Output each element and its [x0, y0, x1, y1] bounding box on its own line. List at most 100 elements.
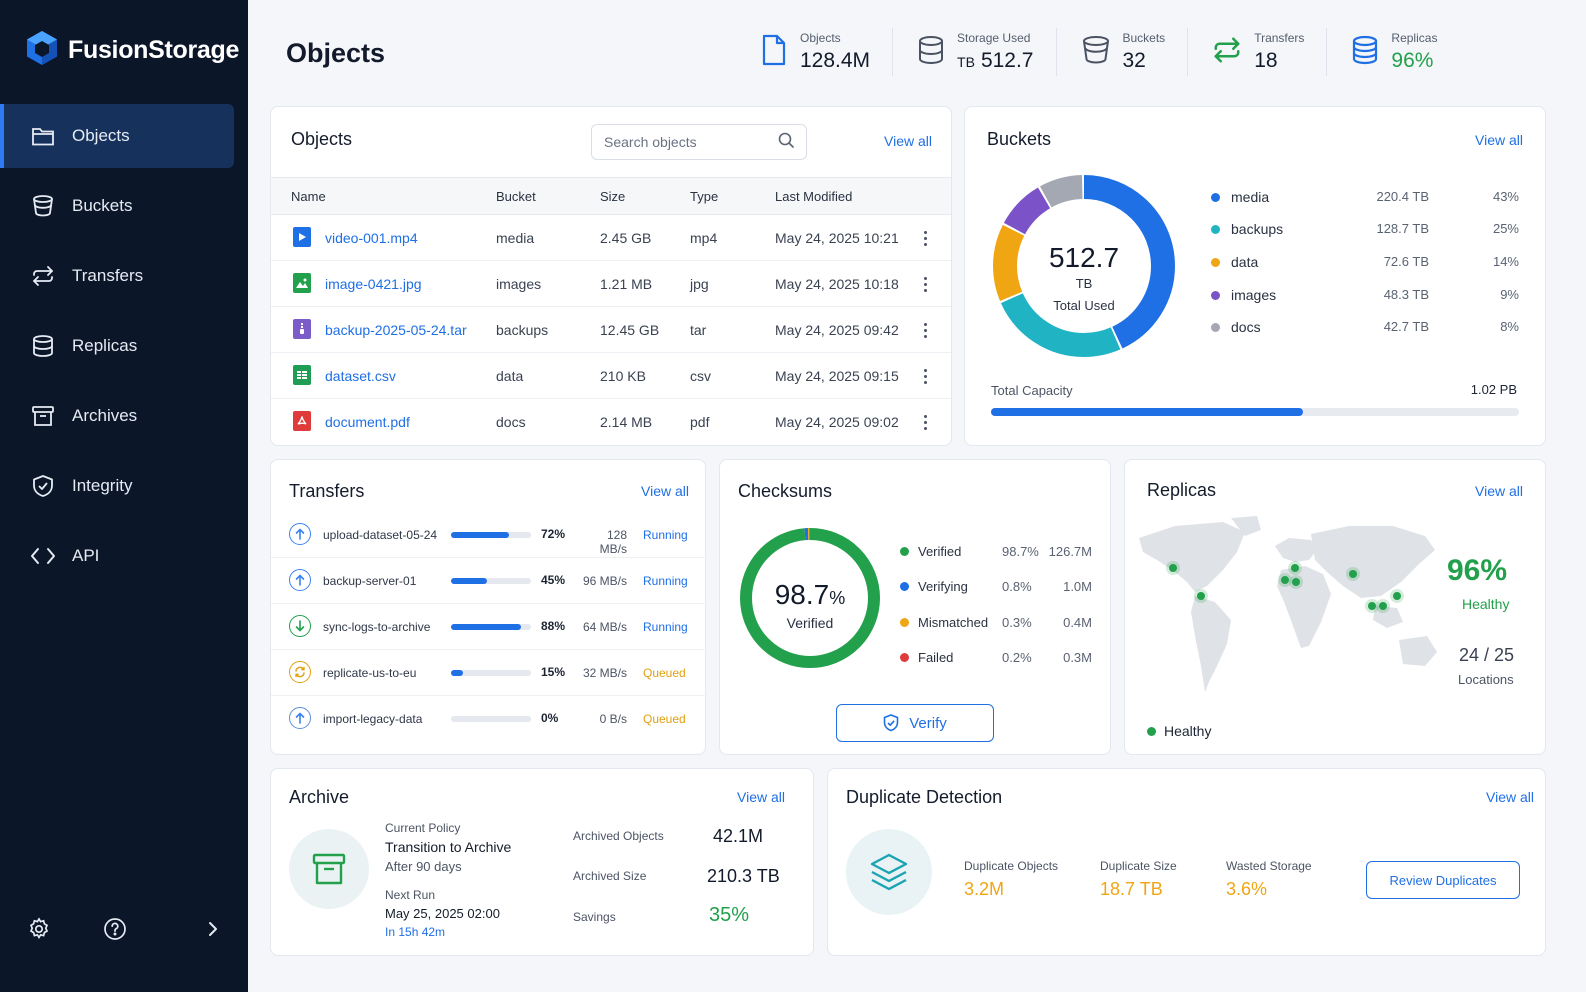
image-file-icon: [293, 273, 311, 293]
search-box[interactable]: [591, 124, 807, 160]
replica-locations-label: Locations: [1458, 672, 1514, 687]
replicas-view-all-link[interactable]: View all: [1475, 483, 1523, 499]
code-icon: [30, 543, 56, 569]
donut-total-label: Total Used: [1053, 298, 1114, 313]
table-row[interactable]: video-001.mp4 media 2.45 GB mp4 May 24, …: [271, 215, 952, 261]
transfer-row[interactable]: replicate-us-to-eu 15% 32 MB/s Queued: [271, 650, 707, 696]
map-pin[interactable]: [1379, 602, 1387, 610]
sidebar-item-api[interactable]: API: [0, 524, 248, 588]
column-header-last-modified[interactable]: Last Modified: [775, 189, 852, 204]
search-input[interactable]: [604, 134, 764, 150]
file-name-link[interactable]: image-0421.jpg: [325, 276, 422, 292]
world-map[interactable]: [1135, 516, 1443, 702]
file-name-link[interactable]: document.pdf: [325, 414, 410, 430]
table-row[interactable]: backup-2025-05-24.tar backups 12.45 GB t…: [271, 307, 952, 353]
card-title: Checksums: [738, 481, 832, 502]
upload-icon: [289, 707, 311, 729]
review-duplicates-button[interactable]: Review Duplicates: [1366, 861, 1520, 899]
legend-item: data 72.6 TB 14%: [1209, 253, 1521, 273]
objects-view-all-link[interactable]: View all: [884, 133, 932, 149]
file-bucket: backups: [496, 322, 548, 338]
sidebar-item-transfers[interactable]: Transfers: [0, 244, 248, 308]
checksum-count: 0.4M: [1063, 615, 1092, 630]
column-header-size[interactable]: Size: [600, 189, 625, 204]
map-pin[interactable]: [1292, 578, 1300, 586]
more-options-icon[interactable]: [917, 365, 933, 387]
legend-name: docs: [1231, 319, 1261, 335]
transfer-row[interactable]: upload-dataset-05-24 72% 128 MB/s Runnin…: [271, 512, 707, 558]
map-pin[interactable]: [1197, 592, 1205, 600]
map-pin[interactable]: [1349, 570, 1357, 578]
transfer-pct: 0%: [541, 711, 558, 725]
sidebar-item-integrity[interactable]: Integrity: [0, 454, 248, 518]
replica-health-label: Healthy: [1462, 596, 1509, 612]
card-title: Transfers: [289, 481, 364, 502]
settings-icon[interactable]: [26, 916, 52, 942]
legend-name: images: [1231, 287, 1276, 303]
archive-view-all-link[interactable]: View all: [737, 789, 785, 805]
upload-icon: [289, 569, 311, 591]
stat-transfers: Transfers 18: [1212, 28, 1327, 76]
transfer-progress-fill: [451, 532, 509, 538]
sidebar-item-objects[interactable]: Objects: [0, 104, 234, 168]
sidebar-item-archives[interactable]: Archives: [0, 384, 248, 448]
database-icon: [917, 35, 945, 70]
transfer-row[interactable]: backup-server-01 45% 96 MB/s Running: [271, 558, 707, 604]
transfers-view-all-link[interactable]: View all: [641, 483, 689, 499]
checksum-state: Failed: [918, 650, 953, 665]
file-modified: May 24, 2025 09:42: [775, 322, 899, 338]
chevron-right-icon[interactable]: [200, 916, 226, 942]
legend-dot: [900, 582, 909, 591]
file-name-link[interactable]: video-001.mp4: [325, 230, 418, 246]
checksum-count: 126.7M: [1049, 544, 1092, 559]
more-options-icon[interactable]: [917, 411, 933, 433]
archive-stat-value: 42.1M: [713, 826, 763, 847]
column-header-name[interactable]: Name: [291, 189, 326, 204]
more-options-icon[interactable]: [917, 273, 933, 295]
table-row[interactable]: document.pdf docs 2.14 MB pdf May 24, 20…: [271, 399, 952, 445]
map-pin[interactable]: [1281, 576, 1289, 584]
column-header-bucket[interactable]: Bucket: [496, 189, 536, 204]
transfer-progress-fill: [451, 578, 487, 584]
sidebar-item-replicas[interactable]: Replicas: [0, 314, 248, 378]
map-pin[interactable]: [1291, 564, 1299, 572]
transfer-progress-bar: [451, 578, 531, 584]
file-type: pdf: [690, 414, 709, 430]
map-pin[interactable]: [1393, 592, 1401, 600]
help-icon[interactable]: [102, 916, 128, 942]
capacity-label: Total Capacity: [991, 383, 1073, 398]
checksum-legend-item: Mismatched 0.3% 0.4M: [896, 613, 1096, 633]
brand[interactable]: FusionStorage: [26, 30, 239, 71]
verify-button[interactable]: Verify: [836, 704, 994, 742]
table-header: Name Bucket Size Type Last Modified: [271, 177, 952, 215]
map-pin[interactable]: [1169, 564, 1177, 572]
checksum-ring-chart: 98.7% Verified: [736, 524, 884, 672]
file-modified: May 24, 2025 09:15: [775, 368, 899, 384]
header-stats: Objects 128.4M Storage Used TB 512.7 Buck…: [760, 28, 1459, 76]
stat-storage-used: Storage Used TB 512.7: [917, 28, 1056, 76]
column-header-type[interactable]: Type: [690, 189, 718, 204]
table-row[interactable]: dataset.csv data 210 KB csv May 24, 2025…: [271, 353, 952, 399]
more-options-icon[interactable]: [917, 319, 933, 341]
folder-icon: [30, 123, 56, 149]
sidebar-item-label: Integrity: [72, 476, 132, 496]
transfer-progress-bar: [451, 532, 531, 538]
duplicates-view-all-link[interactable]: View all: [1486, 789, 1534, 805]
map-pin[interactable]: [1368, 602, 1376, 610]
card-title: Duplicate Detection: [846, 787, 1002, 808]
transfer-status: Queued: [643, 712, 686, 726]
file-name-link[interactable]: dataset.csv: [325, 368, 396, 384]
legend-pct: 14%: [1493, 254, 1519, 269]
buckets-view-all-link[interactable]: View all: [1475, 132, 1523, 148]
table-row[interactable]: image-0421.jpg images 1.21 MB jpg May 24…: [271, 261, 952, 307]
transfer-row[interactable]: sync-logs-to-archive 88% 64 MB/s Running: [271, 604, 707, 650]
archive-icon: [30, 403, 56, 429]
transfer-progress-bar: [451, 716, 531, 722]
more-options-icon[interactable]: [917, 227, 933, 249]
transfer-row[interactable]: import-legacy-data 0% 0 B/s Queued: [271, 696, 707, 742]
legend-item: images 48.3 TB 9%: [1209, 286, 1521, 306]
sidebar-item-buckets[interactable]: Buckets: [0, 174, 248, 238]
file-name-link[interactable]: backup-2025-05-24.tar: [325, 322, 467, 338]
transfers-card: Transfers View all upload-dataset-05-24 …: [270, 459, 706, 755]
replica-locations: 24 / 25: [1459, 645, 1514, 666]
